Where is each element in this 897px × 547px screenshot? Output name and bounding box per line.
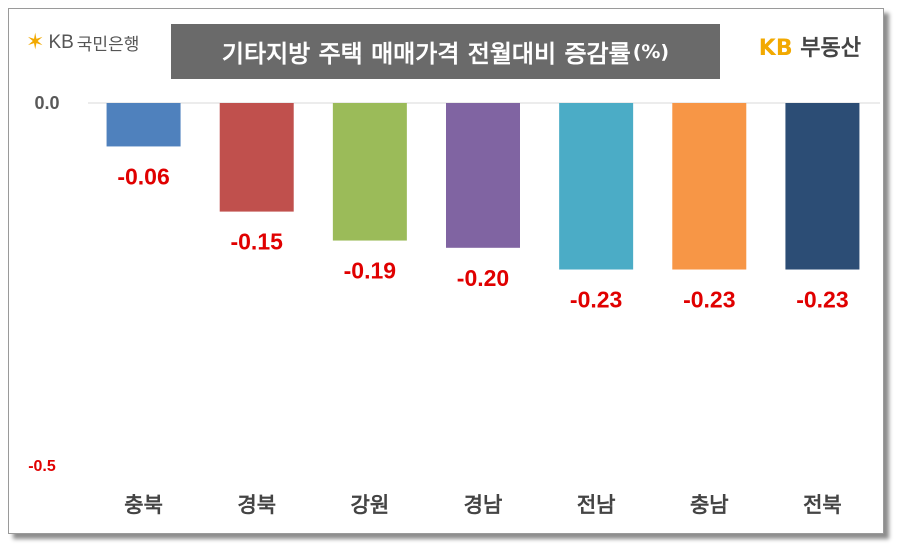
x-category-label: 강원 xyxy=(351,493,390,517)
bar-강원 xyxy=(332,103,407,241)
bar-전남 xyxy=(559,103,634,270)
value-label: -0.23 xyxy=(683,287,735,313)
x-category-label: 전남 xyxy=(577,493,616,517)
x-category-label: 경북 xyxy=(237,493,276,517)
value-label: -0.06 xyxy=(117,163,169,189)
value-label: -0.23 xyxy=(570,287,622,313)
value-label: -0.15 xyxy=(230,229,283,255)
y-tick-label: 0.0 xyxy=(34,93,59,113)
kb-star-icon: ✶ xyxy=(26,29,45,55)
bar-경북 xyxy=(219,103,294,212)
kb-realestate-brand: KB 부동산 xyxy=(759,30,861,62)
logo-bank-text: 국민은행 xyxy=(76,35,140,55)
x-category-label: 충북 xyxy=(124,493,163,517)
chart-title-text: 기타지방 주택 매매가격 전월대비 증감률 xyxy=(221,40,631,68)
value-label: -0.19 xyxy=(344,258,396,284)
brand-prefix: KB xyxy=(758,36,793,61)
x-category-label: 전북 xyxy=(803,493,842,517)
logo-kb-text: KB xyxy=(48,31,74,53)
bar-충남 xyxy=(672,103,747,270)
chart-title: 기타지방 주택 매매가격 전월대비 증감률 (%) xyxy=(171,24,720,79)
bar-경남 xyxy=(446,103,520,248)
chart-title-unit: (%) xyxy=(632,40,670,63)
chart-frame xyxy=(8,8,884,534)
value-label: -0.23 xyxy=(796,287,848,313)
x-category-label: 충남 xyxy=(690,493,729,517)
kb-bank-logo: ✶ KB 국민은행 xyxy=(26,30,139,55)
value-label: -0.20 xyxy=(457,265,509,291)
x-category-label: 경남 xyxy=(464,493,503,517)
brand-suffix: 부동산 xyxy=(800,36,861,61)
bar-충북 xyxy=(106,103,181,147)
bar-전북 xyxy=(785,103,860,270)
y-tick-label: -0.5 xyxy=(28,458,56,475)
